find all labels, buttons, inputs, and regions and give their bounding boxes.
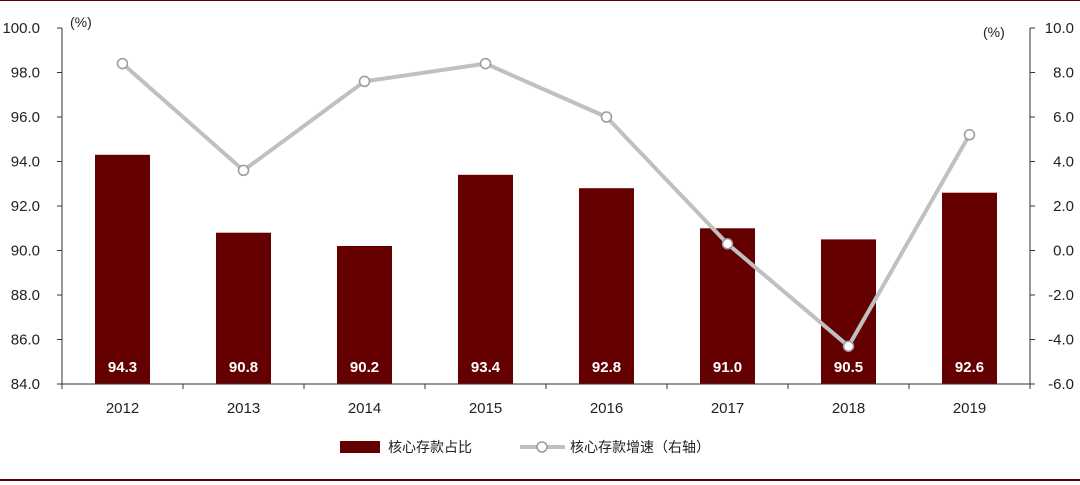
legend-line-marker: [536, 441, 548, 453]
bar-value-label-2015: 93.4: [471, 359, 501, 376]
bar-labels-layer: 94.3 90.8 90.2 93.4 92.8 91.0 90.5 92.6: [108, 359, 984, 376]
right-axis-ticks: -6.0 -4.0 -2.0 0.0 2.0 4.0 6.0 8.0 10.0: [1030, 20, 1074, 393]
legend-line-label: 核心存款增速（右轴）: [570, 440, 710, 456]
right-tick-label: 2.0: [1053, 198, 1074, 215]
right-tick-label: -4.0: [1048, 332, 1074, 349]
line-point-2018: [842, 340, 855, 352]
left-tick-label: 100.0: [2, 20, 40, 37]
right-tick-label: 0.0: [1053, 243, 1074, 260]
bar-value-label-2016: 92.8: [592, 359, 621, 376]
top-border-rule: [0, 0, 1080, 1]
line-series-path: [121, 61, 972, 349]
x-axis-ticks: 2012 2013 2014 2015 2016 2017 2018 2019: [61, 384, 1031, 417]
legend-bar-swatch: [340, 441, 380, 453]
chart-legend: 核心存款占比 核心存款增速（右轴）: [340, 440, 710, 456]
bars-layer: [95, 154, 997, 385]
bar-2017: [700, 228, 755, 385]
legend-bar-label: 核心存款占比: [388, 440, 472, 456]
right-tick-label: 10.0: [1045, 20, 1074, 37]
right-tick-label: -6.0: [1048, 376, 1074, 393]
left-tick-label: 94.0: [11, 154, 40, 171]
right-tick-label: 4.0: [1053, 154, 1074, 171]
right-tick-label: -2.0: [1048, 287, 1074, 304]
left-axis-ticks: 84.0 86.0 88.0 90.0 92.0 94.0 96.0 98.0 100.0: [2, 20, 62, 393]
line-point-2012: [116, 57, 129, 70]
x-tick-label-2013: 2013: [227, 400, 260, 417]
bar-value-label-2013: 90.8: [229, 359, 258, 376]
line-point-2013: [237, 164, 250, 177]
x-tick-label-2019: 2019: [953, 400, 986, 417]
left-tick-label: 84.0: [11, 376, 40, 393]
bar-2015: [458, 174, 513, 384]
left-tick-label: 92.0: [11, 198, 40, 215]
left-tick-label: 86.0: [11, 332, 40, 349]
x-tick-label-2016: 2016: [590, 400, 623, 417]
bar-value-label-2012: 94.3: [108, 359, 137, 376]
bar-2012: [95, 154, 150, 384]
bar-value-label-2019: 92.6: [955, 359, 984, 376]
x-tick-label-2012: 2012: [106, 400, 139, 417]
axes-layer: [61, 28, 1031, 385]
x-tick-label-2015: 2015: [469, 400, 502, 417]
left-tick-label: 90.0: [11, 243, 40, 260]
line-point-2016: [600, 111, 613, 123]
bar-2014: [337, 246, 392, 384]
line-point-2014: [358, 75, 371, 88]
bar-2019: [942, 192, 997, 384]
bar-2016: [579, 188, 634, 384]
bottom-border-rule: [0, 479, 1080, 481]
right-axis-unit-label: (%): [983, 24, 1005, 40]
bar-value-label-2018: 90.5: [834, 359, 863, 376]
line-point-2017: [721, 238, 734, 250]
line-point-2015: [479, 57, 492, 70]
line-point-2019: [963, 129, 976, 141]
left-axis-unit-label: (%): [70, 14, 92, 30]
right-tick-label: 6.0: [1053, 109, 1074, 126]
right-tick-label: 8.0: [1053, 65, 1074, 82]
bar-value-label-2014: 90.2: [350, 359, 379, 376]
left-tick-label: 98.0: [11, 65, 40, 82]
x-tick-label-2014: 2014: [348, 400, 381, 417]
left-tick-label: 88.0: [11, 287, 40, 304]
line-series-layer: [116, 57, 976, 352]
x-tick-label-2017: 2017: [711, 400, 744, 417]
bar-value-label-2017: 91.0: [713, 359, 742, 376]
bar-2013: [216, 232, 271, 384]
left-tick-label: 96.0: [11, 109, 40, 126]
x-tick-label-2018: 2018: [832, 400, 865, 417]
